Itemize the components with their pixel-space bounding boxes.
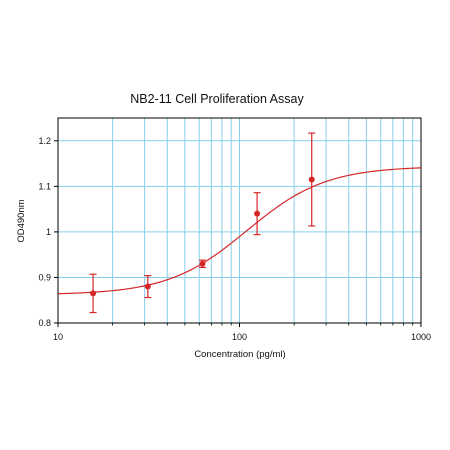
y-tick-label: 0.9 (38, 272, 51, 282)
data-point (254, 210, 261, 217)
fit-curve (57, 167, 422, 295)
y-axis-label: OD490nm (16, 199, 27, 242)
data-point (90, 290, 97, 297)
x-tick-label: 1000 (411, 332, 431, 342)
y-tick-label: 0.8 (38, 318, 51, 328)
chart-title: NB2-11 Cell Proliferation Assay (130, 92, 304, 106)
x-tick-label: 100 (232, 332, 247, 342)
x-tick-label: 10 (53, 332, 63, 342)
data-point (199, 260, 206, 267)
y-tick-label: 1 (46, 227, 51, 237)
data-point (144, 283, 151, 290)
y-tick-label: 1.1 (38, 181, 51, 191)
fit-curve-group (57, 167, 422, 295)
data-point (308, 176, 315, 183)
grid (58, 118, 421, 323)
x-axis-label: Concentration (pg/ml) (194, 349, 285, 360)
data-points (89, 132, 316, 314)
y-tick-label: 1.2 (38, 136, 51, 146)
axis-ticks: 10 100 1000 0.8 0.9 1 1.1 1.2 (38, 136, 431, 342)
